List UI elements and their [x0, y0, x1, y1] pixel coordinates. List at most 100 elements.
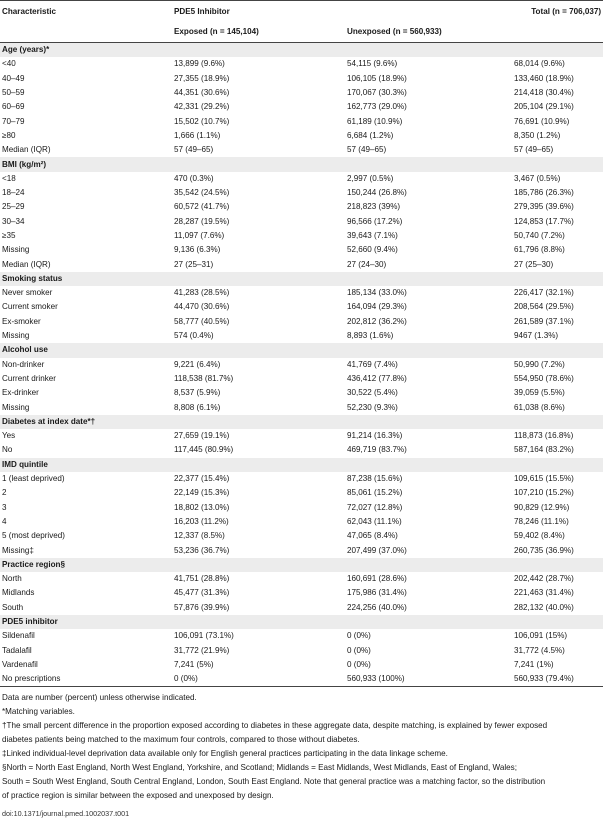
- unexposed-value: 52,660 (9.4%): [347, 245, 398, 255]
- table-row: 50–59 44,351 (30.6%) 170,067 (30.3%) 214,41…: [0, 86, 603, 100]
- table-row: Current drinker 118,538 (81.7%) 436,412 (7…: [0, 372, 603, 386]
- row-label: Missing: [2, 331, 30, 341]
- row-label: No: [2, 445, 13, 455]
- exposed-value: 117,445 (80.9%): [174, 445, 234, 455]
- doi-text: doi:10.1371/journal.pmed.1002037.t001: [2, 809, 130, 818]
- total-value: 39,059 (5.5%): [514, 388, 565, 398]
- unexposed-value: 160,691 (28.6%): [347, 574, 407, 584]
- section-header-row: IMD quintile: [0, 457, 603, 472]
- unexposed-value: 0 (0%): [347, 645, 371, 655]
- total-value: 61,796 (8.8%): [514, 245, 565, 255]
- total-value: 118,873 (16.8%): [514, 431, 574, 441]
- unexposed-value: 91,214 (16.3%): [347, 431, 403, 441]
- total-value: 261,589 (37.1%): [514, 316, 574, 326]
- total-value: 3,467 (0.5%): [514, 173, 561, 183]
- table-row: Non-drinker 9,221 (6.4%) 41,769 (7.4%) 50,9…: [0, 358, 603, 372]
- total-value: 61,038 (8.6%): [514, 402, 565, 412]
- unexposed-value: 52,230 (9.3%): [347, 402, 398, 412]
- exposed-value: 22,149 (15.3%): [174, 488, 230, 498]
- unexposed-value: 47,065 (8.4%): [347, 531, 398, 541]
- total-value: 76,691 (10.9%): [514, 116, 570, 126]
- section-header-row: Practice region§: [0, 557, 603, 572]
- row-label: No prescriptions: [2, 674, 61, 684]
- total-value: 106,091 (15%): [514, 631, 568, 641]
- unexposed-value: 61,189 (10.9%): [347, 116, 403, 126]
- table-row: <18 470 (0.3%) 2,997 (0.5%) 3,467 (0.5%): [0, 172, 603, 186]
- exposed-value: 7,241 (5%): [174, 659, 214, 669]
- row-label: 3: [2, 502, 7, 512]
- exposed-value: 22,377 (15.4%): [174, 474, 230, 484]
- total-value: 260,735 (36.9%): [514, 545, 574, 555]
- total-value: 9467 (1.3%): [514, 331, 559, 341]
- exposed-value: 1,666 (1.1%): [174, 130, 221, 140]
- exposed-value: 35,542 (24.5%): [174, 188, 230, 198]
- row-label: 40–49: [2, 73, 25, 83]
- section-header-row: Smoking status: [0, 271, 603, 287]
- total-value: 78,246 (11.1%): [514, 516, 569, 526]
- footnote-line: †The small percent difference in the pro…: [2, 721, 548, 731]
- exposed-value: 106,091 (73.1%): [174, 631, 234, 641]
- total-value: 57 (49–65): [514, 145, 554, 155]
- total-value: 226,417 (32.1%): [514, 288, 574, 298]
- unexposed-value: 41,769 (7.4%): [347, 359, 398, 369]
- section-title: Smoking status: [0, 271, 603, 287]
- row-label: Ex-drinker: [2, 388, 39, 398]
- section-title: PDE5 inhibitor: [0, 614, 603, 630]
- total-value: 282,132 (40.0%): [514, 602, 574, 612]
- exposed-value: 470 (0.3%): [174, 173, 214, 183]
- unexposed-value: 72,027 (12.8%): [347, 502, 403, 512]
- total-value: 50,740 (7.2%): [514, 231, 565, 240]
- row-label: South: [2, 602, 24, 612]
- table-row: Never smoker 41,283 (28.5%) 185,134 (33.0%…: [0, 286, 603, 300]
- exposed-value: 41,751 (28.8%): [174, 574, 230, 584]
- section-header-row: Diabetes at index date*†: [0, 414, 603, 430]
- header-exposed: Exposed (n = 145,104): [174, 27, 259, 36]
- exposed-value: 27 (25–31): [174, 259, 214, 269]
- total-value: 107,210 (15.2%): [514, 488, 574, 498]
- unexposed-value: 2,997 (0.5%): [347, 173, 394, 183]
- row-label: North: [2, 574, 22, 584]
- unexposed-value: 54,115 (9.6%): [347, 59, 398, 69]
- total-value: 59,402 (8.4%): [514, 531, 565, 541]
- table-row: Missing 574 (0.4%) 8,893 (1.6%) 9467 (1.3%): [0, 329, 603, 343]
- unexposed-value: 6,684 (1.2%): [347, 130, 394, 140]
- footnote-line: §North = North East England, North West …: [2, 763, 517, 773]
- unexposed-value: 106,105 (18.9%): [347, 73, 407, 83]
- total-value: 50,990 (7.2%): [514, 359, 565, 369]
- table-row: 40–49 27,355 (18.9%) 106,105 (18.9%) 133,46…: [0, 72, 603, 86]
- total-value: 214,418 (30.4%): [514, 88, 574, 98]
- total-value: 279,395 (39.6%): [514, 202, 574, 212]
- exposed-value: 44,470 (30.6%): [174, 302, 230, 312]
- table-row: Ex-smoker 58,777 (40.5%) 202,812 (36.2%) 26…: [0, 315, 603, 329]
- row-label: Current smoker: [2, 302, 58, 312]
- section-title: Alcohol use: [0, 343, 603, 358]
- exposed-value: 9,221 (6.4%): [174, 359, 221, 369]
- exposed-value: 0 (0%): [174, 674, 198, 684]
- total-value: 221,463 (31.4%): [514, 588, 574, 598]
- total-value: 109,615 (15.5%): [514, 474, 574, 484]
- row-label: ≥35: [2, 231, 16, 240]
- unexposed-value: 162,773 (29.0%): [347, 102, 407, 112]
- total-value: 7,241 (1%): [514, 659, 554, 669]
- exposed-value: 15,502 (10.7%): [174, 116, 230, 126]
- table-row: Missing‡ 53,236 (36.7%) 207,499 (37.0%) 260…: [0, 543, 603, 557]
- table-row: 5 (most deprived) 12,337 (8.5%) 47,065 (8.…: [0, 529, 603, 543]
- table-row: Missing 8,808 (6.1%) 52,230 (9.3%) 61,038 (…: [0, 400, 603, 414]
- row-label: Missing: [2, 402, 30, 412]
- section-title: BMI (kg/m²): [0, 157, 603, 172]
- row-label: 5 (most deprived): [2, 531, 65, 541]
- unexposed-value: 202,812 (36.2%): [347, 316, 407, 326]
- table-row: 18–24 35,542 (24.5%) 150,244 (26.8%) 185,78…: [0, 186, 603, 200]
- table-row: 4 16,203 (11.2%) 62,043 (11.1%) 78,246 (11.…: [0, 515, 603, 529]
- unexposed-value: 39,643 (7.1%): [347, 231, 398, 240]
- row-label: 1 (least deprived): [2, 474, 65, 484]
- unexposed-value: 436,412 (77.8%): [347, 373, 407, 383]
- total-value: 560,933 (79.4%): [514, 674, 574, 684]
- unexposed-value: 150,244 (26.8%): [347, 188, 407, 198]
- unexposed-value: 218,823 (39%): [347, 202, 401, 212]
- header-row-2: Exposed (n = 145,104) Unexposed (n = 560…: [0, 22, 603, 43]
- unexposed-value: 8,893 (1.6%): [347, 331, 394, 341]
- footnote-line: *Matching variables.: [2, 707, 75, 717]
- row-label: 25–29: [2, 202, 25, 212]
- unexposed-value: 0 (0%): [347, 659, 371, 669]
